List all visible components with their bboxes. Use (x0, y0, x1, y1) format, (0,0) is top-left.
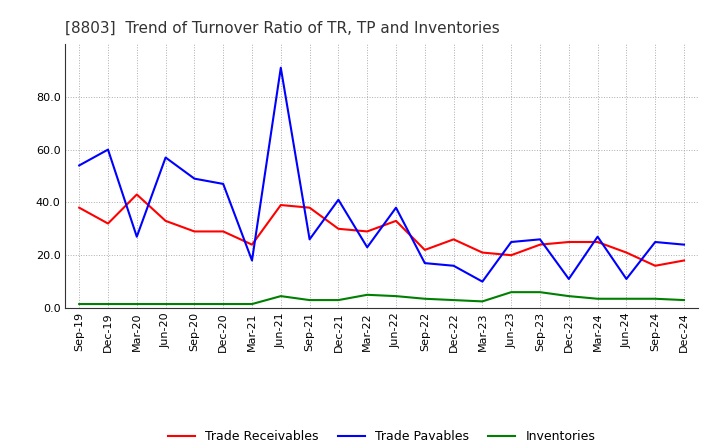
Trade Receivables (536, 242, 544, 247)
Inventories (190, 301, 199, 307)
Trade Payables (420, 260, 429, 266)
Trade Payables (276, 65, 285, 70)
Trade Receivables (363, 229, 372, 234)
Trade Receivables (276, 202, 285, 208)
Line: Trade Payables: Trade Payables (79, 68, 684, 282)
Trade Payables (161, 155, 170, 160)
Trade Receivables (622, 250, 631, 255)
Trade Receivables (478, 250, 487, 255)
Inventories (334, 297, 343, 303)
Trade Receivables (334, 226, 343, 231)
Inventories (420, 296, 429, 301)
Trade Receivables (420, 247, 429, 253)
Trade Payables (593, 234, 602, 239)
Trade Receivables (449, 237, 458, 242)
Trade Payables (680, 242, 688, 247)
Inventories (276, 293, 285, 299)
Inventories (651, 296, 660, 301)
Inventories (161, 301, 170, 307)
Inventories (132, 301, 141, 307)
Trade Payables (507, 239, 516, 245)
Inventories (536, 290, 544, 295)
Trade Payables (651, 239, 660, 245)
Trade Receivables (75, 205, 84, 210)
Trade Payables (478, 279, 487, 284)
Line: Trade Receivables: Trade Receivables (79, 194, 684, 266)
Trade Receivables (507, 253, 516, 258)
Inventories (507, 290, 516, 295)
Trade Payables (363, 245, 372, 250)
Inventories (392, 293, 400, 299)
Trade Receivables (305, 205, 314, 210)
Line: Inventories: Inventories (79, 292, 684, 304)
Trade Receivables (104, 221, 112, 226)
Trade Receivables (392, 218, 400, 224)
Inventories (75, 301, 84, 307)
Trade Payables (564, 276, 573, 282)
Trade Receivables (132, 192, 141, 197)
Trade Receivables (219, 229, 228, 234)
Trade Receivables (248, 242, 256, 247)
Inventories (248, 301, 256, 307)
Trade Payables (305, 237, 314, 242)
Trade Payables (190, 176, 199, 181)
Trade Payables (622, 276, 631, 282)
Trade Payables (219, 181, 228, 187)
Trade Receivables (190, 229, 199, 234)
Trade Receivables (680, 258, 688, 263)
Inventories (104, 301, 112, 307)
Trade Payables (392, 205, 400, 210)
Inventories (593, 296, 602, 301)
Inventories (622, 296, 631, 301)
Inventories (305, 297, 314, 303)
Text: [8803]  Trend of Turnover Ratio of TR, TP and Inventories: [8803] Trend of Turnover Ratio of TR, TP… (65, 21, 500, 36)
Trade Payables (449, 263, 458, 268)
Trade Payables (248, 258, 256, 263)
Inventories (564, 293, 573, 299)
Trade Payables (75, 163, 84, 168)
Trade Receivables (593, 239, 602, 245)
Trade Receivables (651, 263, 660, 268)
Inventories (363, 292, 372, 297)
Inventories (680, 297, 688, 303)
Trade Receivables (564, 239, 573, 245)
Inventories (219, 301, 228, 307)
Trade Receivables (161, 218, 170, 224)
Trade Payables (334, 197, 343, 202)
Inventories (478, 299, 487, 304)
Trade Payables (104, 147, 112, 152)
Legend: Trade Receivables, Trade Payables, Inventories: Trade Receivables, Trade Payables, Inven… (163, 425, 600, 440)
Trade Payables (536, 237, 544, 242)
Trade Payables (132, 234, 141, 239)
Inventories (449, 297, 458, 303)
